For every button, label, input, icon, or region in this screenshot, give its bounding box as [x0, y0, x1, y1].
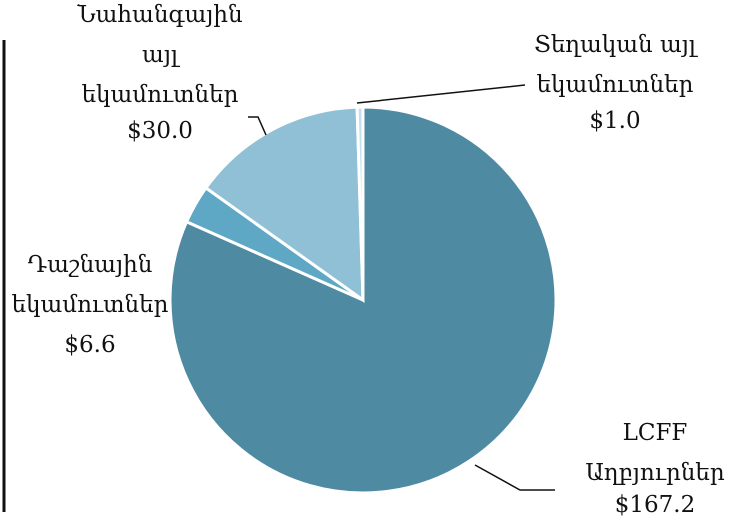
- pie-slice: [168, 105, 558, 495]
- value-label: $167.2: [615, 492, 695, 518]
- value-label: $6.6: [64, 332, 115, 358]
- slice-label: Դաշնային եկամուտներ: [12, 252, 169, 318]
- pie-slice: [203, 105, 365, 303]
- slice-label: LCFF Աղբյուրներ: [585, 420, 724, 486]
- slice-label: Նահանգային այլ եկամուտներ: [76, 2, 242, 108]
- leader-line: [474, 464, 555, 491]
- slice-label: Տեղական այլ եկամուտներ: [534, 32, 699, 98]
- pie-slice: [355, 105, 365, 301]
- leader-line: [248, 116, 267, 136]
- value-label: $1.0: [589, 108, 640, 134]
- leader-line: [356, 84, 526, 104]
- value-label: $30.0: [127, 118, 193, 144]
